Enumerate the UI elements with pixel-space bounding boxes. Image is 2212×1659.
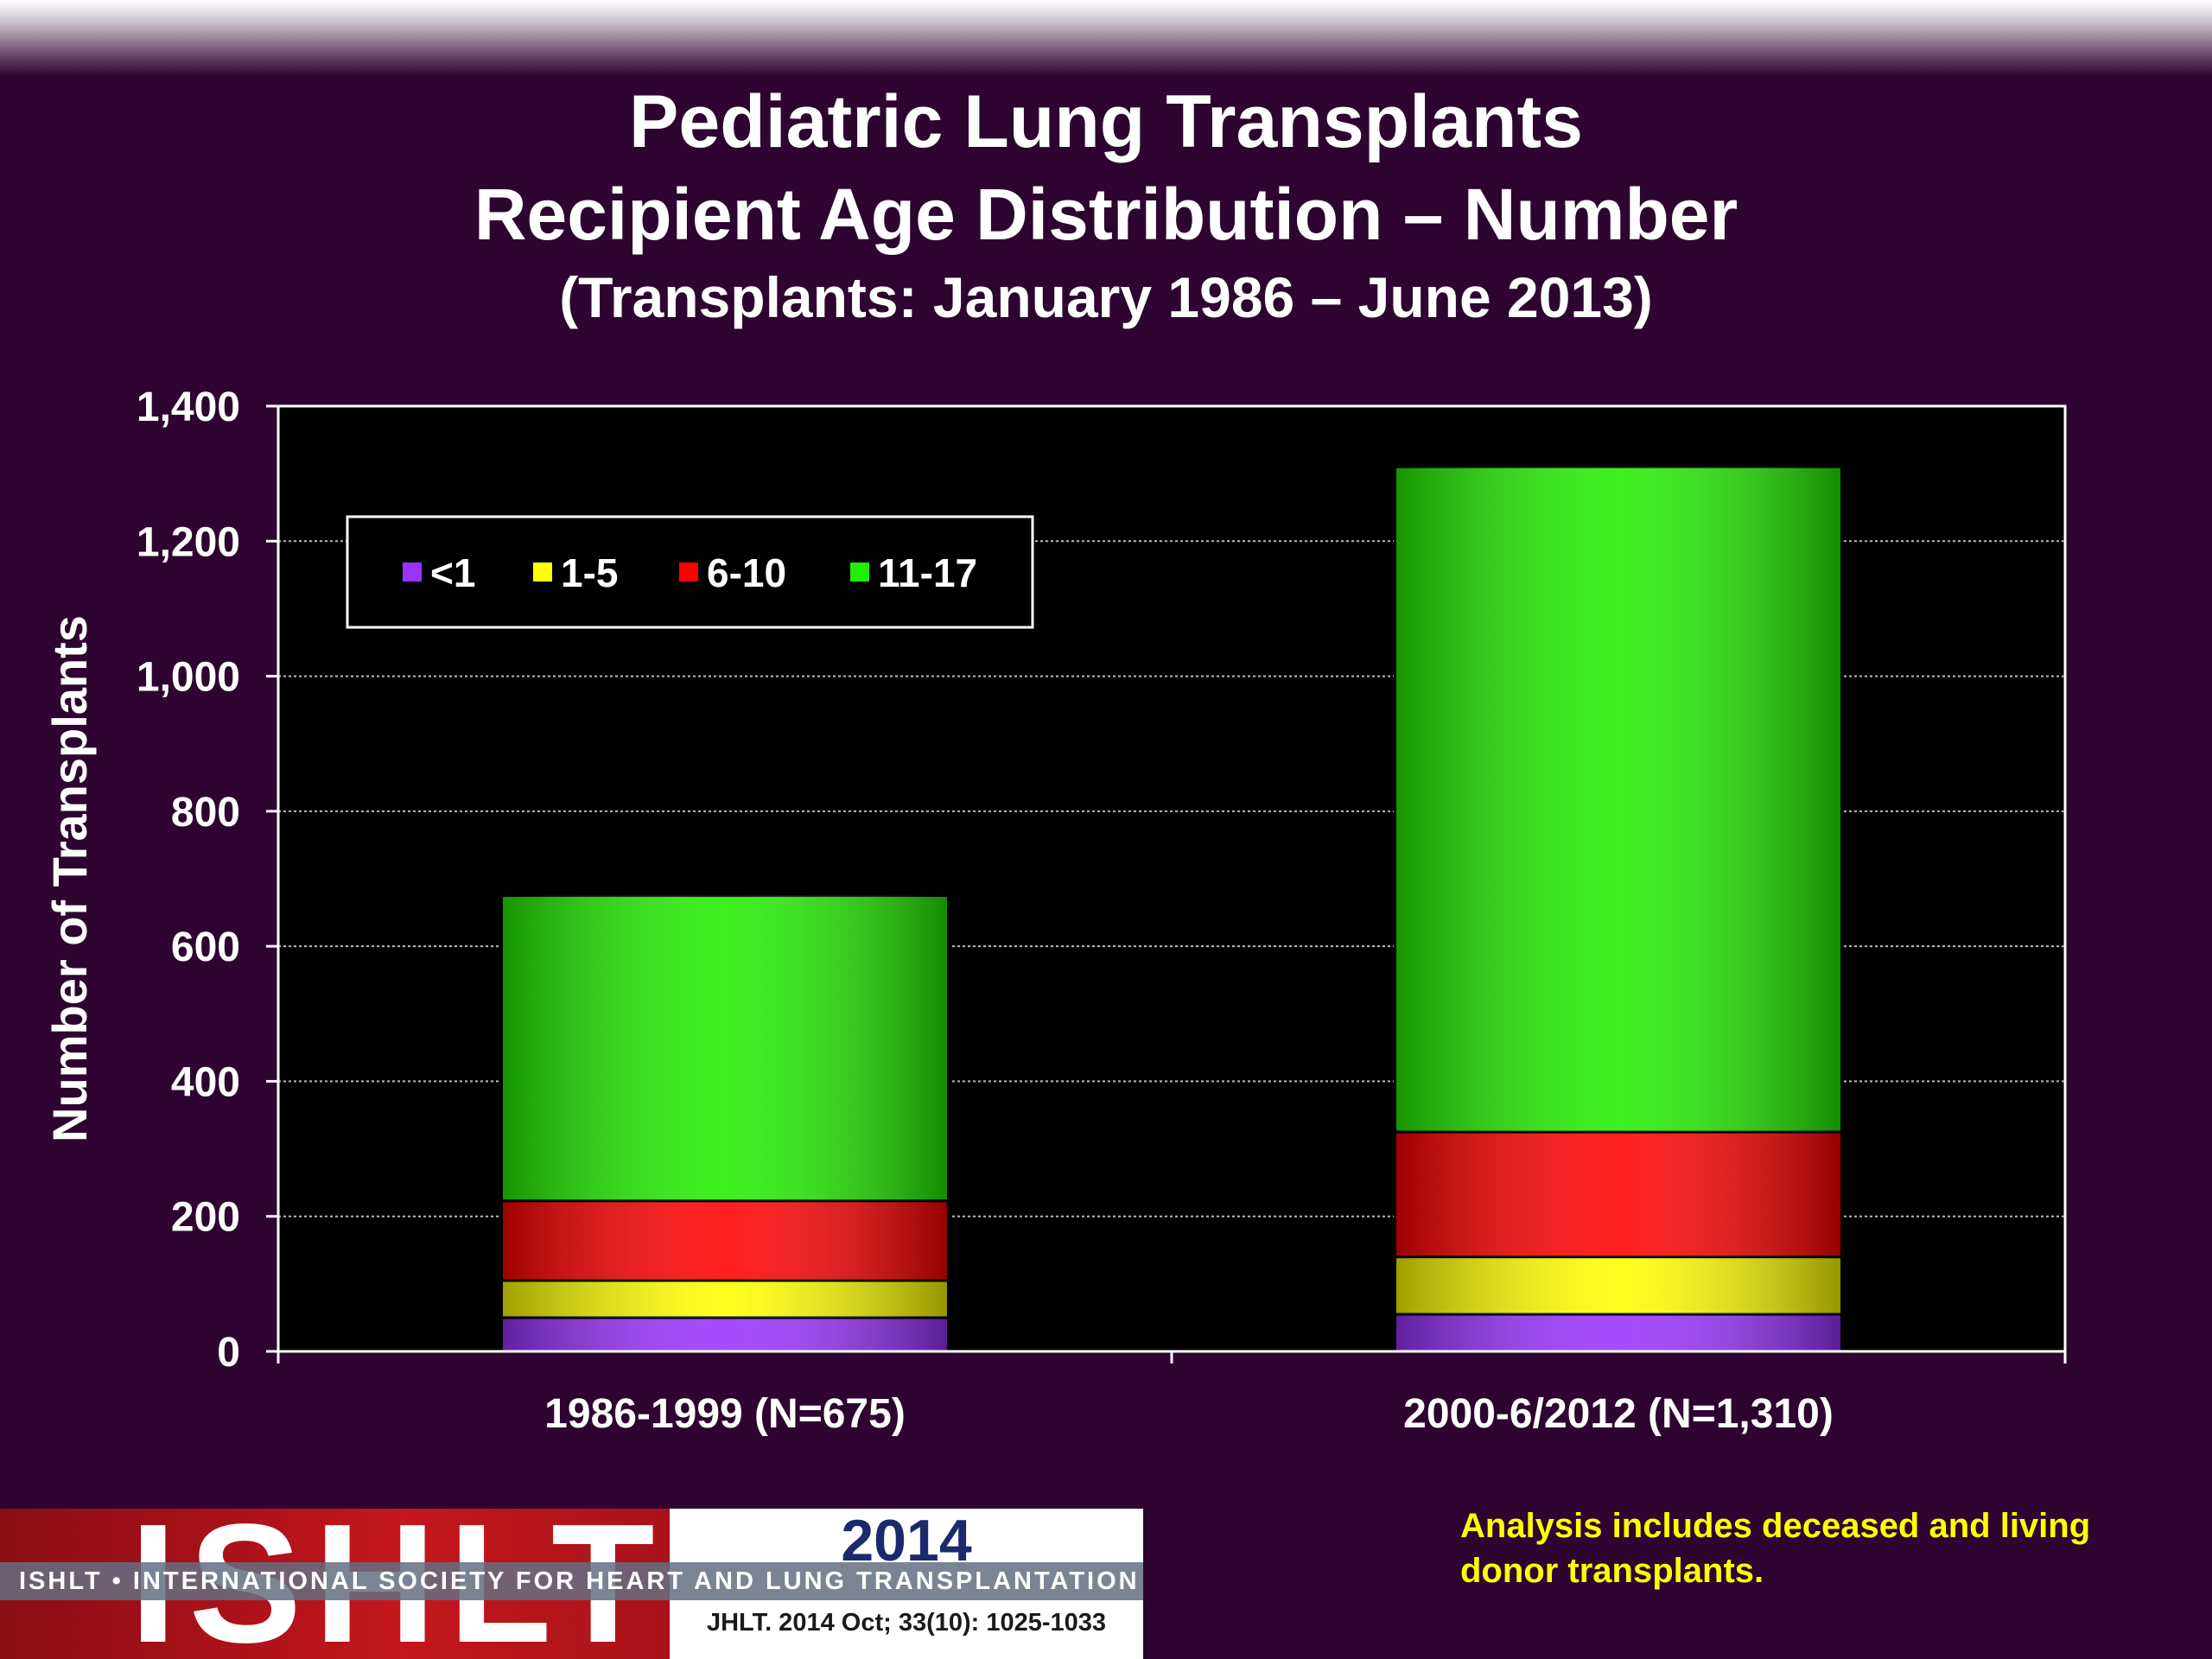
y-tick-label: 600 [171, 925, 240, 970]
bar-segment-shading [1395, 1256, 1842, 1315]
legend-label: 6-10 [707, 550, 786, 595]
bars [500, 465, 1843, 1353]
legend-swatch [533, 563, 552, 582]
journal-citation: JHLT. 2014 Oct; 33(10): 1025-1033 [706, 1609, 1107, 1637]
society-name: ISHLT • INTERNATIONAL SOCIETY FOR HEART … [0, 1562, 1143, 1600]
y-tick-label: 1,400 [137, 385, 240, 430]
legend-label: 11-17 [878, 550, 977, 595]
chart-date-range: (Transplants: January 1986 – June 2013) [559, 265, 1653, 329]
y-tick-label: 1,200 [137, 519, 240, 565]
chart-subtitle: Recipient Age Distribution – Number [474, 174, 1738, 255]
legend: <1 1-5 6-10 11-17 [346, 515, 1034, 629]
axes: 0 200 400 600 800 1,000 1,200 1,400 1986-1999 (N… [137, 385, 2067, 1437]
bar-segment-shading [501, 1200, 949, 1281]
y-tick-label: 1,000 [137, 655, 240, 701]
x-category-label: 2000-6/2012 (N=1,310) [1403, 1391, 1834, 1437]
bar-segment-shading [1395, 467, 1842, 1133]
footnote: Analysis includes deceased and living do… [1460, 1507, 2091, 1590]
legend-swatch [850, 563, 869, 582]
bar-segment-shading [501, 895, 949, 1201]
y-tick-label: 400 [171, 1059, 240, 1105]
legend-swatch [403, 563, 422, 582]
bar-segment-shading [1395, 1314, 1842, 1351]
y-axis-label: Number of Transplants [42, 615, 97, 1142]
legend-label: 1-5 [561, 550, 618, 595]
y-tick-label: 200 [171, 1195, 240, 1241]
y-tick-label: 0 [217, 1330, 240, 1376]
top-gradient-strip [0, 0, 2212, 76]
bar-segment-shading [501, 1317, 949, 1351]
chart-title: Pediatric Lung Transplants [629, 80, 1583, 163]
legend-swatch [679, 563, 698, 582]
legend-label: <1 [430, 550, 475, 595]
bar-segment-shading [1395, 1132, 1842, 1257]
y-tick-label: 800 [171, 790, 240, 836]
x-category-label: 1986-1999 (N=675) [544, 1391, 906, 1437]
bar-segment-shading [501, 1280, 949, 1318]
